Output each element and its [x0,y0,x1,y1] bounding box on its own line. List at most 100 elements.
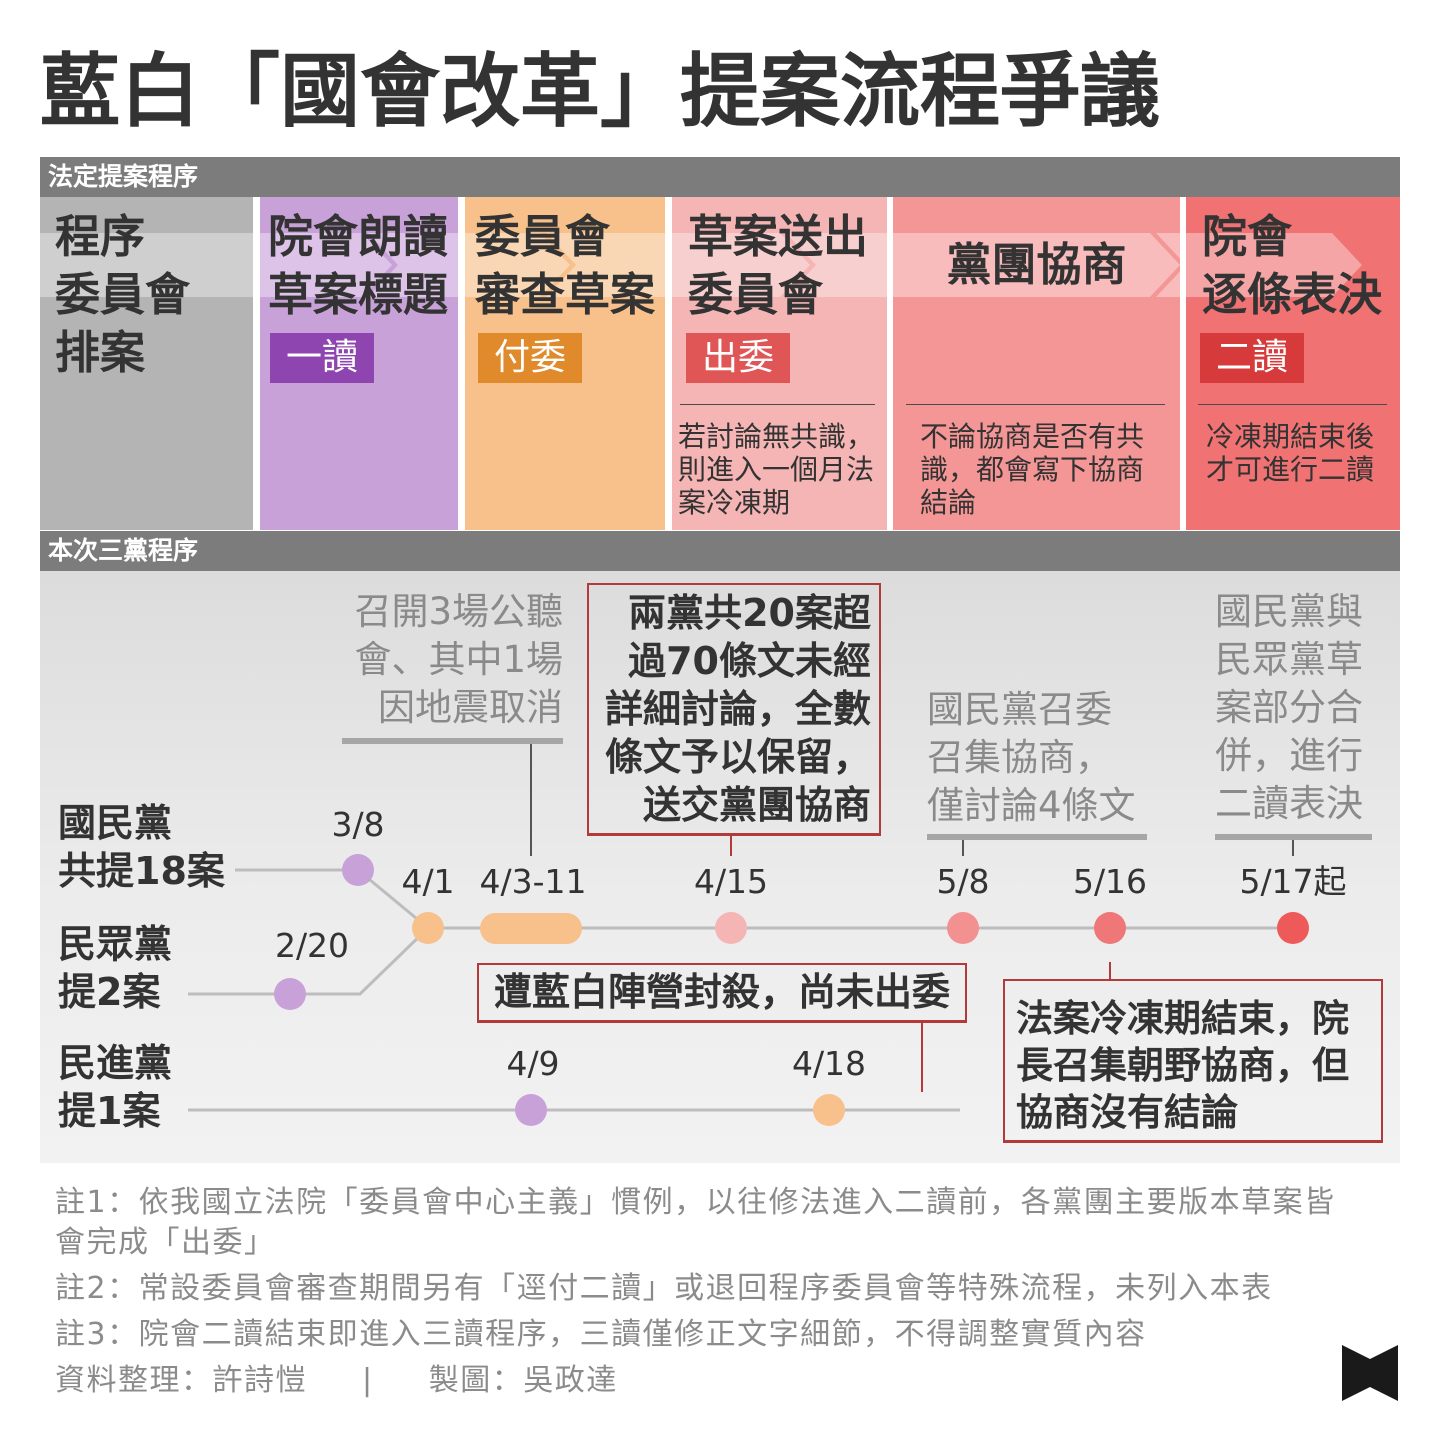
party-name: 民進黨 [58,1041,173,1085]
date-label: 3/8 [331,805,385,844]
stage-title-line: 委員會 [55,268,191,321]
stage-agenda-bg [40,197,253,530]
annotation-line: 國民黨召委 [927,688,1112,731]
footer-notes: 註1：依我國立法院「委員會中心主義」慣例，以往修法進入二讀前，各黨團主要版本草案… [55,1183,1365,1401]
party-cases: 提1案 [58,1089,161,1133]
note-line: 則進入一個月法 [678,453,875,486]
annotation-reserved-text: 兩黨共20案超 過70條文未經 詳細討論，全數 條文予以保留， 送交黨團協商 [605,589,871,829]
annotation-line: 召集協商， [927,736,1112,779]
stage-title-line: 院會朗讀 [268,210,449,263]
annotation-line: 二讀表決 [1215,782,1363,825]
badge-committee-referral: 付委 [478,333,583,383]
stage-out-of-committee-title: 草案送出 委員會 [688,208,868,324]
party-kmt: 國民黨 共提18案 [58,799,225,895]
note-line: 冷凍期結束後 [1206,420,1375,453]
stage-title-line: 草案送出 [688,210,869,263]
stage-second-reading-note: 冷凍期結束後 才可進行二讀 [1206,420,1374,486]
party-cases: 共提18案 [58,849,225,893]
annotation-line: 條文予以保留， [604,735,871,779]
stage-out-of-committee-note: 若討論無共識， 則進入一個月法 案冷凍期 [678,420,874,519]
annotation-line: 兩黨共20案超 [628,591,871,635]
annotation-merge-vote: 國民黨與 民眾黨草 案部分合 併，進行 二讀表決 [1215,588,1363,828]
credit-separator: | [362,1363,374,1398]
date-label: 5/17起 [1239,862,1347,901]
note-line: 結論 [920,486,977,519]
party-cases: 提2案 [58,970,161,1014]
annotation-line: 因地震取消 [378,686,563,729]
stage-committee-review-title: 委員會 審查草案 [475,208,655,324]
annotation-hearings: 召開3場公聽 會、其中1場 因地震取消 [322,588,563,732]
annotation-line: 併，進行 [1215,734,1363,777]
connector-line [1292,840,1294,856]
badge-second-reading: 二讀 [1200,333,1305,383]
stage-caucus-negotiation-bg [893,197,1180,530]
stage-divider [906,404,1165,405]
footnote: 註1：依我國立法院「委員會中心主義」慣例，以往修法進入二讀前，各黨團主要版本草案… [55,1185,1336,1260]
stage-title-line: 程序 [55,210,146,263]
note-line: 若討論無共識， [678,420,875,453]
stage-caucus-negotiation-note: 不論協商是否有共 識，都會寫下協商 結論 [920,420,1144,519]
date-label: 5/16 [1072,862,1148,901]
annotation-line: 過70條文未經 [628,639,871,683]
stage-title-line: 排案 [55,326,146,379]
stage-divider [680,404,875,405]
bowtie-logo-icon [1342,1345,1398,1401]
annotation-line: 詳細討論，全數 [604,687,871,731]
annotation-no-conclusion-text: 法案冷凍期結束，院 長召集朝野協商，但 協商沒有結論 [1016,995,1349,1136]
date-label: 4/1 [401,862,455,901]
page-title: 藍白「國會改革」提案流程爭議 [40,45,1160,138]
annotation-blocked-box: 遭藍白陣營封殺，尚未出委 [477,963,967,1023]
footnote: 註3：院會二讀結束即進入三讀程序，三讀僅修正文字細節，不得調整實質內容 [55,1317,1147,1352]
stage-title-line: 院會 [1202,210,1293,263]
section-header-legal: 法定提案程序 [40,157,1400,197]
stage-title-line: 審查草案 [475,268,656,321]
annotation-line: 會、其中1場 [354,638,563,681]
section-header-three-party: 本次三黨程序 [40,531,1400,571]
annotation-line: 送交黨團協商 [642,783,871,827]
party-name: 民眾黨 [58,922,173,966]
credits: 資料整理：許詩愷 | 製圖：吳政達 [55,1361,1365,1401]
date-label: 4/3-11 [479,862,587,901]
annotation-line: 民眾黨草 [1215,638,1363,681]
stage-title-line: 委員會 [475,210,611,263]
credit-data: 資料整理：許詩愷 [55,1363,307,1398]
stage-first-reading-title: 院會朗讀 草案標題 [268,208,448,324]
annotation-underline [1215,834,1372,840]
annotation-underline [342,738,563,744]
annotation-kmt-convener: 國民黨召委 召集協商， 僅討論4條文 [927,686,1136,830]
connector-line [962,840,964,856]
annotation-underline [927,834,1147,840]
badge-first-reading: 一讀 [270,333,375,383]
badge-out-of-committee: 出委 [686,333,791,383]
footnote: 註2：常設委員會審查期間另有「逕付二讀」或退回程序委員會等特殊流程，未列入本表 [55,1271,1273,1306]
credit-chart: 製圖：吳政達 [428,1363,618,1398]
date-label: 4/9 [506,1044,560,1083]
annotation-line: 國民黨與 [1215,590,1363,633]
note-line: 案冷凍期 [678,486,791,519]
stage-title-line: 逐條表決 [1202,268,1383,321]
date-label: 4/15 [693,862,769,901]
party-dpp: 民進黨 提1案 [58,1039,172,1135]
date-label: 2/20 [274,926,350,965]
note-line: 識，都會寫下協商 [920,453,1145,486]
stage-caucus-negotiation-title: 黨團協商 [893,236,1180,294]
annotation-line: 協商沒有結論 [1016,1091,1238,1134]
timeline-panel [40,571,1400,1163]
date-label: 5/8 [936,862,990,901]
stage-divider [1198,404,1387,405]
party-tpp: 民眾黨 提2案 [58,920,172,1016]
connector-line [1109,962,1111,979]
stage-title-line: 黨團協商 [946,238,1127,291]
stage-title-line: 草案標題 [268,268,449,321]
stage-title-line: 委員會 [688,268,824,321]
date-label: 4/18 [791,1044,867,1083]
annotation-line: 僅討論4條文 [927,784,1136,827]
note-line: 才可進行二讀 [1206,453,1375,486]
note-line: 不論協商是否有共 [920,420,1145,453]
annotation-line: 召開3場公聽 [354,590,563,633]
connector-line [921,1023,923,1092]
annotation-line: 法案冷凍期結束，院 [1016,997,1349,1040]
stage-second-reading-title: 院會 逐條表決 [1202,208,1382,324]
party-name: 國民黨 [58,801,173,845]
connector-line [530,744,532,856]
